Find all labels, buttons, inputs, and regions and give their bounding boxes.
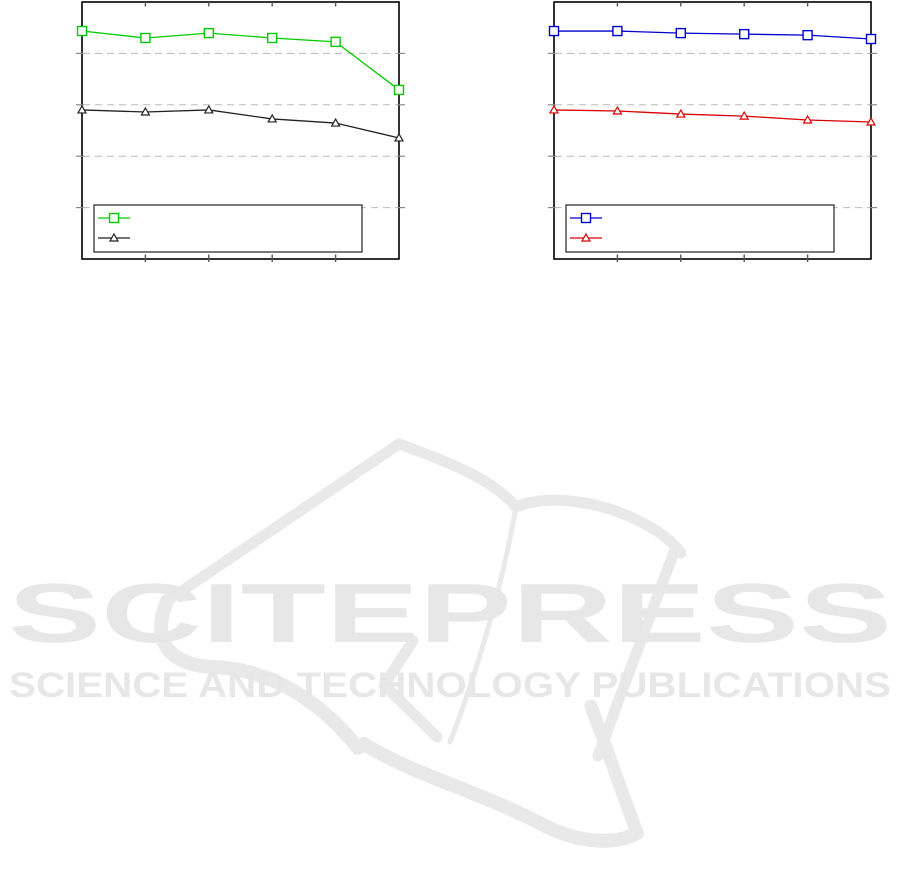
open-book-icon <box>154 438 687 848</box>
watermark-subtitle: SCIENCE AND TECHNOLOGY PUBLICATIONS <box>9 666 891 705</box>
left-line-chart <box>74 0 414 268</box>
right-line-chart <box>546 0 886 268</box>
watermark-title: SCITEPRESS <box>8 566 892 660</box>
